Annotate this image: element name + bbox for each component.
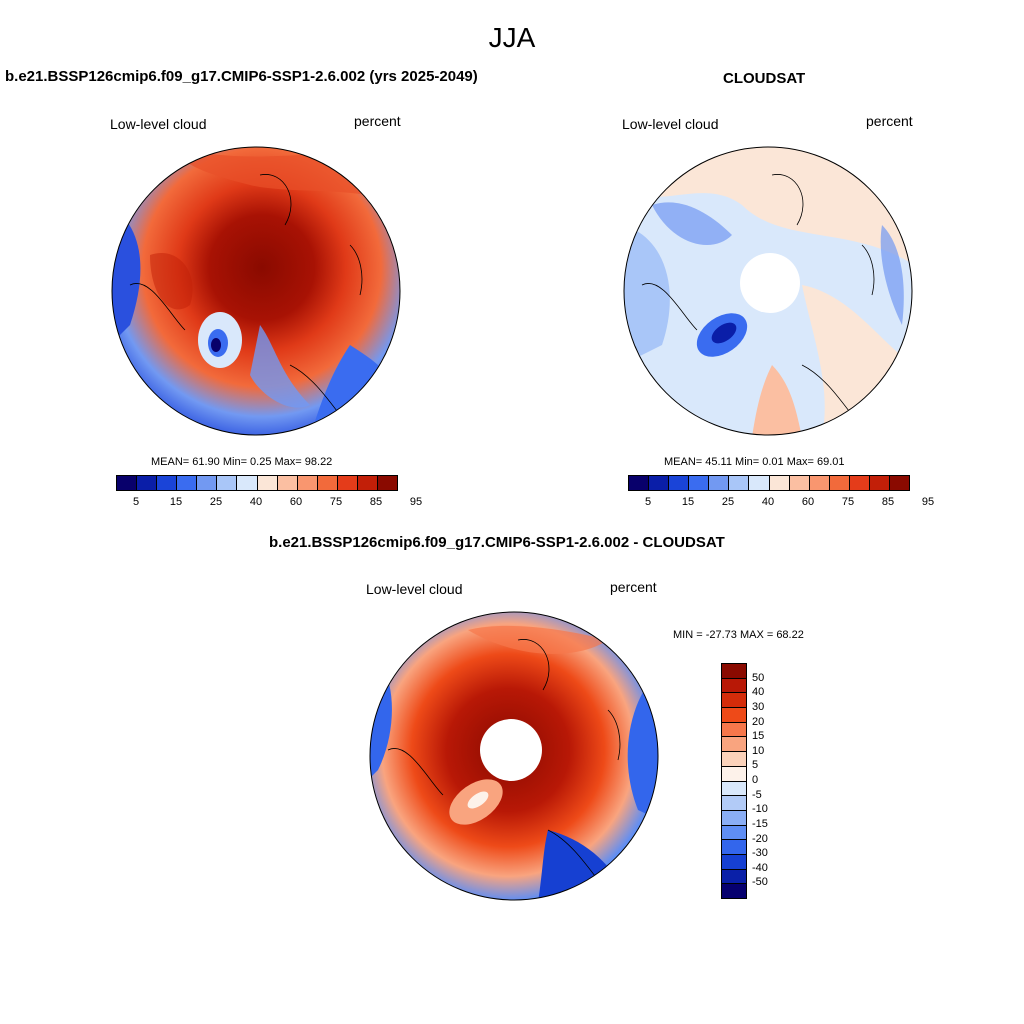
obs-colorbar-box bbox=[669, 476, 690, 490]
model-colorbar-box bbox=[237, 476, 258, 490]
obs-colorbar-tick-label: 5 bbox=[644, 496, 652, 508]
diff-polar-map bbox=[369, 611, 659, 901]
model-colorbar-box bbox=[117, 476, 138, 490]
model-colorbar-box bbox=[337, 476, 358, 490]
model-colorbar-box bbox=[277, 476, 298, 490]
obs-colorbar-box bbox=[709, 476, 730, 490]
diff-colorbar-box bbox=[722, 884, 746, 898]
diff-colorbar-tick-label: -30 bbox=[752, 847, 768, 860]
obs-colorbar-box bbox=[629, 476, 650, 490]
diff-colorbar-tick-label: 5 bbox=[752, 759, 759, 772]
obs-variable-label: Low-level cloud bbox=[622, 116, 719, 132]
diff-colorbar-box bbox=[722, 840, 746, 855]
diff-colorbar-tick-label: 50 bbox=[752, 671, 765, 684]
diff-colorbar-box bbox=[722, 825, 746, 841]
model-colorbar-tick-label: 60 bbox=[289, 496, 303, 508]
diff-colorbar-box bbox=[722, 737, 746, 753]
obs-colorbar-box bbox=[689, 476, 710, 490]
obs-colorbar-tick-label: 60 bbox=[801, 496, 815, 508]
model-polar-map bbox=[111, 146, 401, 436]
obs-colorbar-box bbox=[869, 476, 891, 490]
model-colorbar-tick-label: 25 bbox=[209, 496, 223, 508]
obs-colorbar-tick-label: 40 bbox=[761, 496, 775, 508]
diff-colorbar-tick-label: -5 bbox=[752, 788, 762, 801]
diff-colorbar-box bbox=[722, 869, 746, 885]
obs-units-label: percent bbox=[866, 113, 913, 129]
obs-colorbar-box bbox=[890, 476, 910, 490]
diff-colorbar-box bbox=[722, 781, 746, 797]
model-colorbar-box bbox=[197, 476, 218, 490]
model-units-label: percent bbox=[354, 113, 401, 129]
diff-colorbar-tick-label: 0 bbox=[752, 774, 759, 786]
diff-colorbar-tick-label: 20 bbox=[752, 715, 765, 728]
diff-colorbar-tick-label: 10 bbox=[752, 744, 765, 757]
model-colorbar-tick-label: 5 bbox=[132, 496, 140, 508]
obs-colorbar-box bbox=[769, 476, 790, 490]
diff-stats: MIN = -27.73 MAX = 68.22 bbox=[673, 629, 804, 641]
obs-colorbar-box bbox=[789, 476, 810, 490]
model-stats: MEAN= 61.90 Min= 0.25 Max= 98.22 bbox=[151, 456, 333, 468]
diff-colorbar-tick-label: -40 bbox=[752, 861, 768, 874]
diff-colorbar-box bbox=[722, 766, 746, 782]
model-colorbar-tick-label: 85 bbox=[369, 496, 383, 508]
diff-colorbar-box bbox=[722, 854, 746, 870]
obs-polar-map bbox=[623, 146, 913, 436]
obs-panel-title: CLOUDSAT bbox=[723, 70, 806, 87]
diff-panel-title: b.e21.BSSP126cmip6.f09_g17.CMIP6-SSP1-2.… bbox=[269, 534, 725, 551]
model-colorbar-box bbox=[378, 476, 398, 490]
obs-colorbar-box bbox=[729, 476, 750, 490]
model-colorbar bbox=[116, 475, 398, 491]
diff-colorbar-tick-label: -50 bbox=[752, 876, 768, 889]
diff-variable-label: Low-level cloud bbox=[366, 581, 463, 597]
diff-colorbar-tick-label: 30 bbox=[752, 700, 765, 713]
model-colorbar-tick-label: 95 bbox=[409, 496, 423, 508]
diff-colorbar-tick-label: 40 bbox=[752, 686, 765, 699]
diff-colorbar-box bbox=[722, 722, 746, 738]
model-colorbar-tick-label: 40 bbox=[249, 496, 263, 508]
diff-colorbar-tick-label: -10 bbox=[752, 803, 768, 816]
diff-colorbar-box bbox=[722, 752, 746, 767]
obs-colorbar-box bbox=[809, 476, 830, 490]
diff-colorbar-box bbox=[722, 693, 746, 709]
obs-colorbar-tick-label: 25 bbox=[721, 496, 735, 508]
model-variable-label: Low-level cloud bbox=[110, 116, 207, 132]
model-colorbar-box bbox=[357, 476, 379, 490]
obs-stats: MEAN= 45.11 Min= 0.01 Max= 69.01 bbox=[664, 456, 845, 468]
model-colorbar-box bbox=[157, 476, 178, 490]
figure-title: JJA bbox=[488, 22, 536, 53]
obs-colorbar-tick-label: 95 bbox=[921, 496, 935, 508]
model-colorbar-box bbox=[177, 476, 198, 490]
model-panel-title: b.e21.BSSP126cmip6.f09_g17.CMIP6-SSP1-2.… bbox=[5, 68, 478, 85]
model-colorbar-box bbox=[257, 476, 278, 490]
diff-colorbar-tick-label: 15 bbox=[752, 730, 765, 743]
obs-colorbar-box bbox=[829, 476, 850, 490]
model-colorbar-tick-label: 15 bbox=[169, 496, 183, 508]
obs-colorbar bbox=[628, 475, 910, 491]
obs-colorbar-tick-label: 15 bbox=[681, 496, 695, 508]
diff-units-label: percent bbox=[610, 579, 657, 595]
diff-colorbar-box bbox=[722, 664, 746, 679]
obs-colorbar-tick-label: 75 bbox=[841, 496, 855, 508]
diff-colorbar-tick-label: -15 bbox=[752, 817, 768, 830]
model-colorbar-box bbox=[317, 476, 338, 490]
diff-colorbar-box bbox=[722, 796, 746, 811]
diff-colorbar-box bbox=[722, 678, 746, 694]
model-colorbar-box bbox=[217, 476, 238, 490]
diff-colorbar bbox=[721, 663, 747, 899]
diff-colorbar-box bbox=[722, 708, 746, 723]
obs-colorbar-box bbox=[749, 476, 770, 490]
obs-colorbar-box bbox=[849, 476, 870, 490]
diff-colorbar-tick-label: -20 bbox=[752, 832, 768, 845]
model-colorbar-box bbox=[297, 476, 318, 490]
obs-colorbar-box bbox=[649, 476, 670, 490]
model-colorbar-tick-label: 75 bbox=[329, 496, 343, 508]
diff-colorbar-box bbox=[722, 810, 746, 826]
model-colorbar-box bbox=[137, 476, 158, 490]
obs-colorbar-tick-label: 85 bbox=[881, 496, 895, 508]
